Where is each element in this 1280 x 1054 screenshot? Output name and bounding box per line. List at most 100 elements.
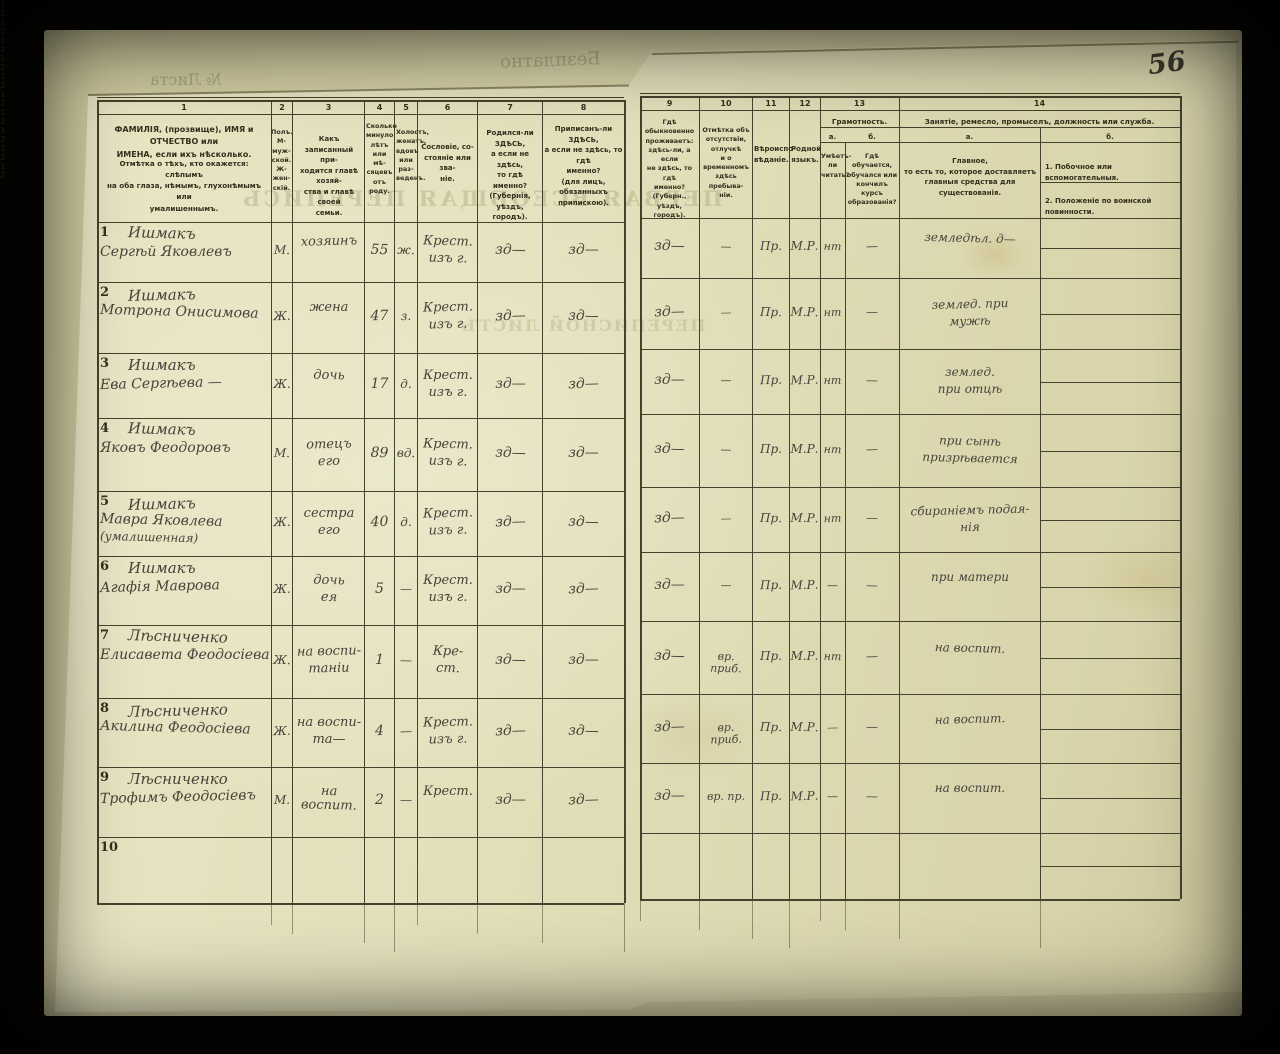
language-value: М.Р. <box>790 239 819 253</box>
estate-value: Крест. <box>422 505 474 522</box>
column-number: 1 <box>181 103 187 112</box>
header-literacy-title: Грамотность. <box>831 117 888 126</box>
surname: Ишмакъ <box>127 419 196 439</box>
relation-value: хозяинъ <box>300 233 358 250</box>
side-occupation-label-1: 1 <box>0 36 6 45</box>
residence-value: зд— <box>654 372 685 388</box>
occupation-value: при матери <box>931 570 1009 584</box>
side-occupation-label-1: 1 <box>0 72 6 81</box>
education-value: — <box>865 648 879 664</box>
estate-value: Крест. <box>422 436 474 453</box>
literacy-value: — <box>827 790 838 803</box>
grid-line <box>542 100 543 903</box>
relation-value: на воспи- <box>296 715 362 730</box>
side-occupation-label-2: 2 <box>0 135 6 144</box>
grid-line <box>97 767 624 768</box>
estate-value: изъ г. <box>428 590 468 605</box>
marital-value: — <box>400 793 412 807</box>
grid-line <box>789 96 790 899</box>
sex-value: М. <box>273 445 291 461</box>
age-value: 55 <box>370 241 389 259</box>
side-occupation-label-1: 1 <box>0 18 6 27</box>
side-occupation-label-1: 1 <box>0 108 6 117</box>
grid-line <box>640 763 1180 764</box>
side-occupation-label-2: 2 <box>0 9 6 18</box>
grid-line <box>640 899 641 921</box>
column-number: 6 <box>444 103 451 112</box>
estate-value: ст. <box>435 660 461 677</box>
grid-line <box>640 218 1180 219</box>
surname: Ишмакъ <box>127 494 196 514</box>
estate-value: изъ г. <box>428 250 468 267</box>
grid-line <box>364 100 365 903</box>
occupation-value: землед. при <box>931 296 1009 312</box>
education-value: — <box>866 511 878 525</box>
religion-value: Пр. <box>759 719 783 735</box>
born-here-value: зд— <box>495 444 526 462</box>
surname: Ишмакъ <box>128 356 196 374</box>
estate-value: Крест. <box>422 299 474 316</box>
grid-line <box>97 491 624 492</box>
residence-value: зд— <box>654 237 685 255</box>
header-absence-column: Отмѣтка объ отсутствіи, отлучкѣ и о врем… <box>702 126 750 199</box>
marital-value: — <box>399 723 413 739</box>
literacy-value: нт <box>823 305 842 320</box>
grid-line <box>640 552 1180 553</box>
grid-line <box>97 418 624 419</box>
side-occupation-label-2: 2 <box>0 99 6 108</box>
header-estate-column: Сословіе, со- стояніе или зва- ніе. <box>421 143 474 183</box>
grid-line <box>1040 451 1180 452</box>
religion-value: Пр. <box>759 788 783 804</box>
relation-value: его <box>317 523 341 538</box>
occupation-value: мужѣ <box>949 313 991 329</box>
grid-line <box>97 282 624 283</box>
side-occupation-label-2: 2 <box>0 45 6 54</box>
residence-value: зд— <box>654 647 685 665</box>
religion-value: Пр. <box>759 372 783 388</box>
absence-note: — <box>720 511 732 526</box>
grid-line <box>97 222 624 223</box>
column-number: 13 <box>853 99 866 108</box>
grid-line <box>789 899 790 948</box>
occupation-value: нія <box>959 519 980 535</box>
age-value: 1 <box>374 651 385 669</box>
grid-line <box>752 899 753 939</box>
sex-value: М. <box>273 242 291 258</box>
age-value: 40 <box>370 513 389 531</box>
sex-value: Ж. <box>273 308 291 324</box>
relation-value: на воспи- <box>296 643 362 660</box>
residence-value: зд— <box>654 440 685 458</box>
grid-line <box>97 114 624 115</box>
religion-value: Пр. <box>759 304 783 320</box>
grid-line <box>752 96 753 899</box>
age-value: 4 <box>374 722 385 740</box>
absence-note: — <box>720 374 732 387</box>
grid-line <box>394 903 395 952</box>
marital-value: — <box>399 652 413 668</box>
relation-value: дочь <box>313 572 345 589</box>
grid-line <box>1040 798 1180 799</box>
estate-value: изъ г. <box>428 453 468 470</box>
born-here-value: зд— <box>495 513 526 531</box>
occupation-value: на воспит. <box>934 711 1006 727</box>
grid-line <box>97 100 624 102</box>
header-age-column: Сколько минуло лѣтъ или мѣ- сяцевъ отъ р… <box>366 122 397 195</box>
language-value: М.Р. <box>790 372 819 388</box>
registered-here-value: зд— <box>568 652 599 668</box>
header-occupation-a-letter: а. <box>965 133 974 141</box>
grid-line <box>1040 729 1180 730</box>
header-name-note: Отмѣтка о тѣхъ, кто окажется: слѣпымъ на… <box>106 159 262 213</box>
header-literacy-b: Гдѣ обучается, обучался или кончилъ курс… <box>846 152 898 207</box>
side-occupation-label-1: 1 <box>0 90 6 99</box>
literacy-value: — <box>827 579 838 592</box>
grid-line <box>1040 314 1180 315</box>
side-occupation-label-2: 2 <box>0 117 6 126</box>
sex-value: Ж. <box>273 652 291 668</box>
occupation-value: на воспит. <box>934 781 1006 795</box>
column-number: 2 <box>279 103 285 112</box>
grid-line <box>640 278 1180 279</box>
grid-line <box>97 837 624 838</box>
row-number: 8 <box>100 701 110 716</box>
born-here-value: зд— <box>495 241 526 259</box>
grid-line <box>97 903 624 905</box>
